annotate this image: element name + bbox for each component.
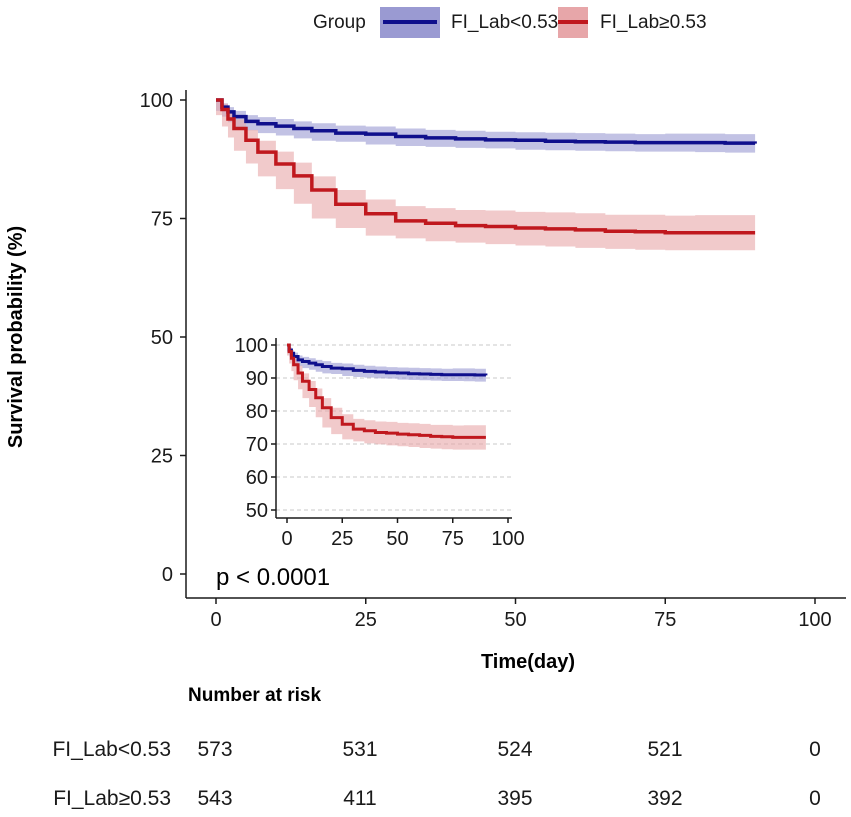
y-tick-label: 0 — [162, 564, 173, 586]
inset-x-tick-label: 0 — [281, 528, 292, 550]
legend-title: Group — [313, 12, 366, 33]
risk-cell: 524 — [497, 738, 532, 761]
x-tick-label: 75 — [654, 609, 676, 631]
y-tick-label: 100 — [140, 90, 173, 112]
y-tick-label: 50 — [151, 327, 173, 349]
risk-cell: 395 — [497, 787, 532, 810]
x-tick-label: 0 — [210, 609, 221, 631]
inset-x-tick-label: 100 — [491, 528, 524, 550]
inset-survival-line-low — [287, 343, 488, 377]
y-tick-label: 75 — [151, 209, 173, 231]
risk-cell: 392 — [647, 787, 682, 810]
risk-row-label: FI_Lab≥0.53 — [53, 787, 171, 810]
inset-ci-band-high — [287, 345, 486, 450]
inset-y-tick-label: 50 — [246, 500, 268, 522]
risk-cell: 543 — [197, 787, 232, 810]
risk-cell: 531 — [342, 738, 377, 761]
legend-item-low: FI_Lab<0.53 — [380, 7, 558, 38]
inset-x-tick-label: 75 — [442, 528, 464, 550]
inset-ci-band-low — [287, 345, 486, 382]
y-axis-title: Survival probability (%) — [5, 226, 27, 448]
p-value-annotation: p < 0.0001 — [216, 564, 330, 591]
risk-cell: 521 — [647, 738, 682, 761]
inset-x-tick-label: 50 — [386, 528, 408, 550]
risk-cell: 573 — [197, 738, 232, 761]
risk-cell: 0 — [809, 787, 821, 810]
risk-cell: 0 — [809, 738, 821, 761]
inset-plot: 50 60 70 80 90 100 0 25 50 75 100 — [235, 335, 525, 550]
survival-line-high — [216, 98, 756, 235]
inset-y-tick-label: 80 — [246, 401, 268, 423]
legend-item-high: FI_Lab≥0.53 — [558, 7, 707, 38]
x-tick-label: 50 — [504, 609, 526, 631]
ci-band-low — [216, 100, 756, 153]
risk-table: Number at risk FI_Lab<0.53 573 531 524 521 0 F… — [52, 685, 820, 810]
risk-cell: 411 — [343, 787, 376, 810]
inset-y-tick-label: 60 — [246, 467, 268, 489]
risk-row-label: FI_Lab<0.53 — [52, 738, 171, 761]
x-tick-label: 25 — [355, 609, 377, 631]
ci-band-high — [216, 100, 756, 251]
inset-y-tick-label: 100 — [235, 335, 268, 357]
inset-x-tick-label: 25 — [331, 528, 353, 550]
legend-label-low: FI_Lab<0.53 — [451, 12, 558, 33]
x-axis-title: Time(day) — [481, 651, 575, 673]
risk-table-title: Number at risk — [188, 685, 321, 706]
inset-y-tick-label: 70 — [246, 434, 268, 456]
survival-line-low — [216, 98, 757, 145]
legend: Group FI_Lab<0.53 FI_Lab≥0.53 — [313, 7, 707, 38]
x-tick-label: 100 — [798, 609, 831, 631]
inset-y-tick-label: 90 — [246, 368, 268, 390]
y-tick-label: 25 — [151, 446, 173, 468]
legend-label-high: FI_Lab≥0.53 — [600, 12, 707, 33]
main-plot: 0 25 50 75 100 0 25 50 75 100 Survival probabili… — [5, 90, 846, 673]
inset-survival-line-high — [287, 343, 486, 439]
